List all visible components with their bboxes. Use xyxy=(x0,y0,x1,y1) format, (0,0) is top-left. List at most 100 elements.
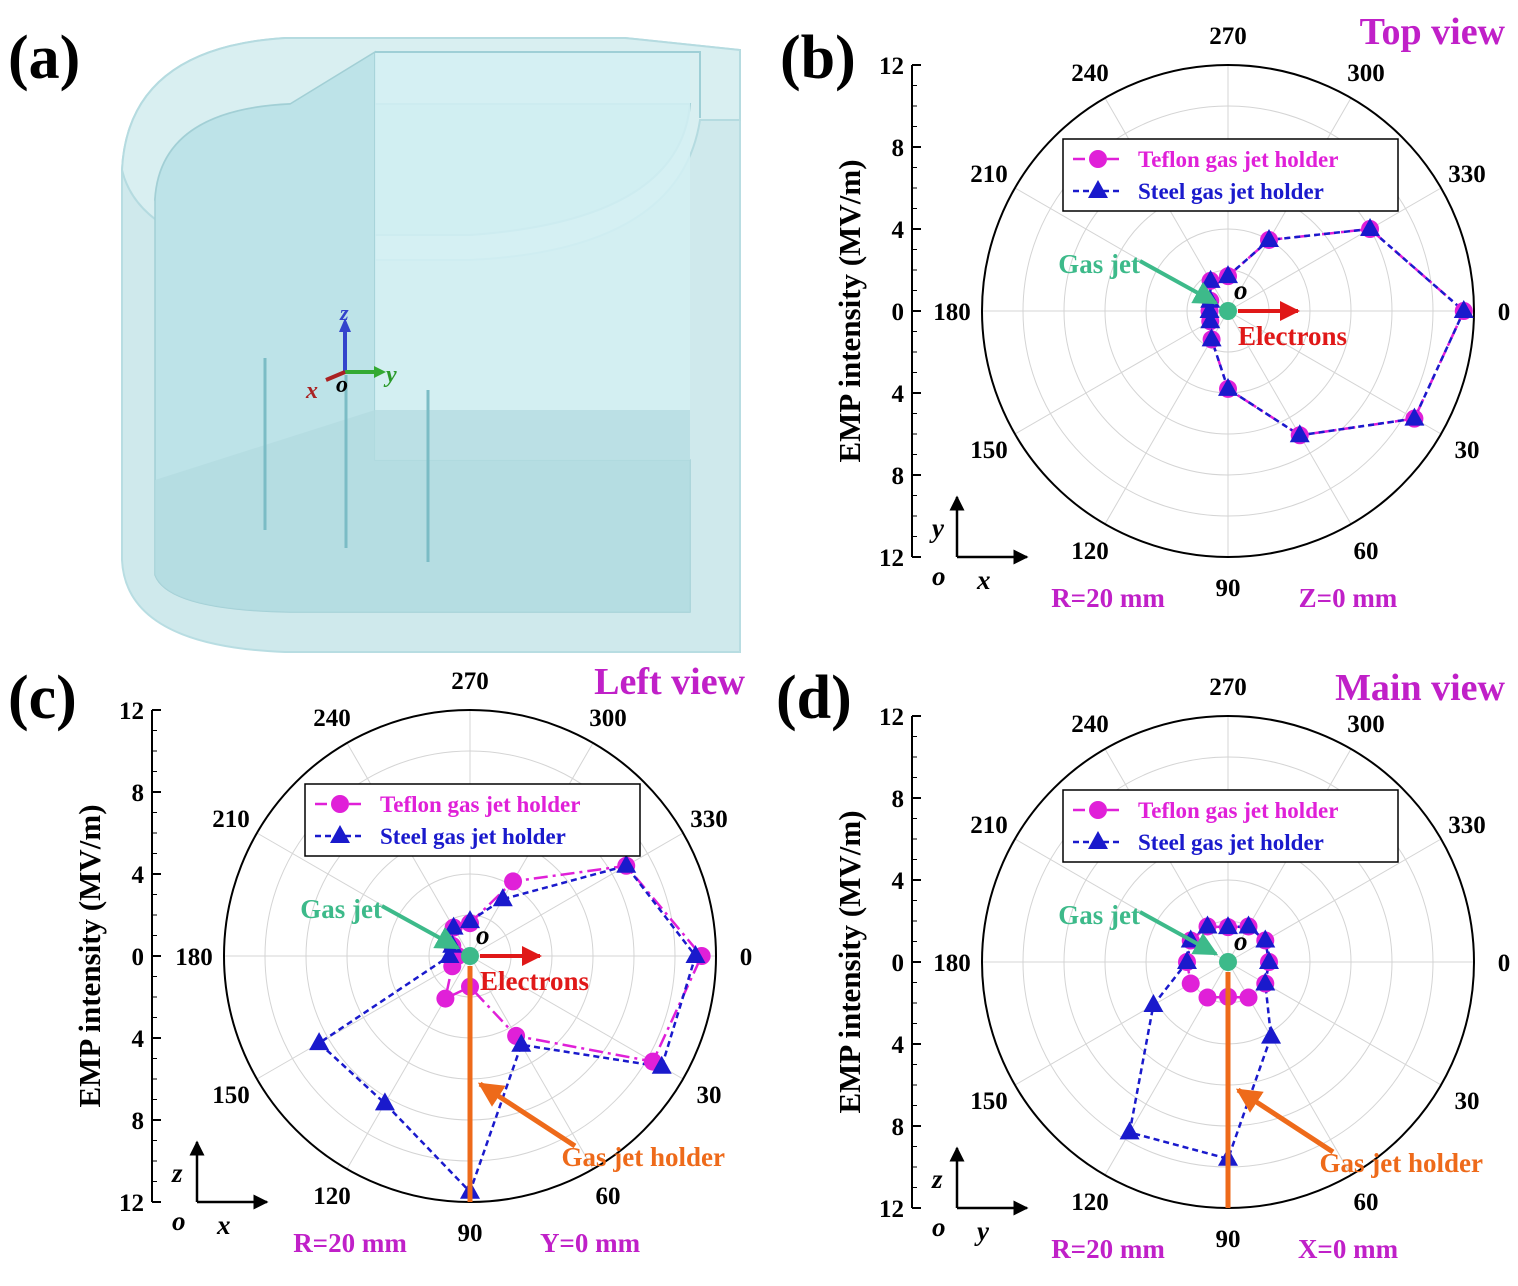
gas-jet-label: Gas jet xyxy=(1058,900,1140,930)
axis-tick-label: 4 xyxy=(892,1032,905,1059)
angle-label: 210 xyxy=(970,161,1008,188)
steel-point xyxy=(439,945,460,963)
panel-a: (a) z y x o xyxy=(8,24,741,653)
angle-label: 150 xyxy=(970,1088,1008,1115)
axis-tick-label: 12 xyxy=(119,698,144,725)
legend-marker-steel xyxy=(1088,180,1108,198)
gas-jet-point xyxy=(1219,953,1237,971)
legend-marker-teflon xyxy=(1089,801,1107,819)
y-axis-label: EMP intensity (MV/m) xyxy=(832,159,867,462)
angle-label: 330 xyxy=(690,806,728,833)
steel-point xyxy=(1289,424,1310,443)
teflon-point xyxy=(1198,988,1217,1007)
axis-tick-label: 12 xyxy=(879,53,904,80)
steel-point xyxy=(1218,916,1238,935)
axis-tick-label: 4 xyxy=(132,1026,145,1053)
steel-point xyxy=(1261,1025,1282,1044)
angle-label: 180 xyxy=(933,299,971,326)
electrons-label: Electrons xyxy=(480,966,589,996)
angle-label: 240 xyxy=(313,705,351,732)
origin-label: o xyxy=(1234,275,1248,305)
holder-label: Gas jet holder xyxy=(562,1142,725,1172)
steel-point xyxy=(651,1055,672,1074)
grid-spoke xyxy=(346,955,471,1170)
view-title: Left view xyxy=(594,661,745,703)
icon-horizontal-label: y xyxy=(974,1216,990,1246)
note-left: R=20 mm xyxy=(1051,1234,1165,1264)
panel-label: (d) xyxy=(776,664,852,732)
axis-tick-label: 8 xyxy=(132,1108,145,1135)
polar-panel-2: (d) Main view2703003300306090120150180210… xyxy=(776,664,1510,1264)
steel-point xyxy=(685,945,706,963)
steel-point xyxy=(1259,951,1279,969)
axis-tick-label: 12 xyxy=(879,704,904,731)
steel-point xyxy=(1453,300,1474,318)
grid-spoke xyxy=(256,955,471,1080)
legend-marker-teflon xyxy=(331,795,349,813)
angle-label: 30 xyxy=(1455,437,1480,464)
icon-vertical-label: y xyxy=(929,513,945,543)
axis-tick-label: 0 xyxy=(892,950,905,977)
teflon-point xyxy=(1181,974,1200,993)
angle-label: 120 xyxy=(1071,1189,1109,1216)
steel-point xyxy=(1238,915,1259,934)
outer-circle xyxy=(981,64,1475,558)
origin-label: o xyxy=(1234,926,1248,956)
note-right: Y=0 mm xyxy=(540,1228,641,1258)
angle-label: 270 xyxy=(1209,23,1247,50)
axis-tick-label: 12 xyxy=(879,1196,904,1223)
chamber-illustration xyxy=(120,37,741,653)
angle-label: 150 xyxy=(212,1082,250,1109)
gas-jet-label: Gas jet xyxy=(300,894,382,924)
angle-label: 300 xyxy=(1347,60,1385,87)
holder-arrow xyxy=(1235,1087,1335,1155)
steel-point xyxy=(1255,972,1276,991)
legend-marker-teflon xyxy=(1089,150,1107,168)
legend-box xyxy=(1062,138,1399,212)
steel-point xyxy=(511,1033,532,1052)
angle-label: 270 xyxy=(451,668,489,695)
view-title: Main view xyxy=(1335,667,1505,709)
axis-tick-label: 4 xyxy=(132,862,145,889)
electrons-label: Electrons xyxy=(1238,321,1347,351)
grid-spoke xyxy=(1014,310,1229,435)
axis-tick-label: 8 xyxy=(892,786,905,813)
legend-steel-label: Steel gas jet holder xyxy=(1138,179,1324,204)
angle-label: 300 xyxy=(1347,711,1385,738)
steel-point xyxy=(1259,228,1279,247)
angle-label: 90 xyxy=(458,1220,483,1247)
gas-jet-label: Gas jet xyxy=(1058,249,1140,279)
steel-point xyxy=(1218,265,1238,284)
legend-box xyxy=(304,783,641,857)
grid-spoke xyxy=(1227,187,1442,312)
steel-point xyxy=(374,1092,395,1111)
legend-teflon-label: Teflon gas jet holder xyxy=(380,792,580,817)
axis-tick-label: 4 xyxy=(892,217,905,244)
steel-point xyxy=(309,1032,330,1051)
icon-origin-label: o xyxy=(932,1212,946,1242)
axis-tick-label: 4 xyxy=(892,868,905,895)
steel-point xyxy=(492,888,513,907)
angle-label: 330 xyxy=(1448,812,1486,839)
panel-label: (b) xyxy=(780,24,856,92)
angle-label: 180 xyxy=(933,950,971,977)
icon-vertical-label: z xyxy=(931,1164,943,1194)
steel-point xyxy=(1197,915,1218,934)
axis-tick-label: 12 xyxy=(879,545,904,572)
axis-tick-label: 8 xyxy=(892,1114,905,1141)
steel-point xyxy=(1119,1121,1140,1140)
steel-point xyxy=(460,910,480,929)
angle-label: 0 xyxy=(1498,950,1511,977)
note-left: R=20 mm xyxy=(293,1228,407,1258)
angle-label: 180 xyxy=(175,944,213,971)
holder-label: Gas jet holder xyxy=(1320,1148,1483,1178)
axis-tick-label: 8 xyxy=(892,135,905,162)
angle-label: 120 xyxy=(313,1183,351,1210)
gas-jet-arrow xyxy=(1139,259,1219,305)
grid-spoke xyxy=(469,955,594,1170)
y-axis-label: EMP intensity (MV/m) xyxy=(72,804,107,1107)
steel-point xyxy=(1360,218,1381,236)
steel-point xyxy=(1404,407,1425,426)
steel-point xyxy=(1201,328,1222,347)
